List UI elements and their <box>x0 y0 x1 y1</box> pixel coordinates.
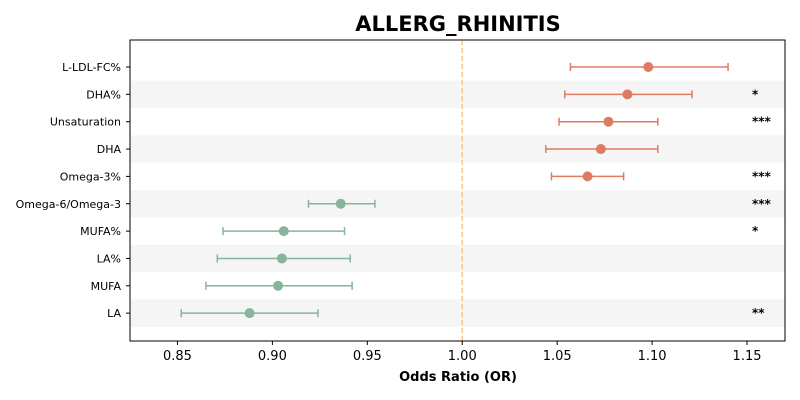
x-tick-label: 0.85 <box>163 349 192 364</box>
estimate-row: * <box>564 87 759 101</box>
plot-frame <box>129 39 786 342</box>
significance-label: * <box>752 87 759 101</box>
estimate-point <box>622 89 633 100</box>
estimate-row <box>569 62 729 72</box>
significance-label: ** <box>752 306 765 320</box>
estimate-row: *** <box>550 169 772 183</box>
estimate-row: *** <box>558 115 772 129</box>
estimate-point <box>335 198 346 209</box>
estimate-point <box>273 280 284 291</box>
x-tick-label: 1.00 <box>448 349 477 364</box>
y-tick-label: DHA% <box>86 88 121 101</box>
y-tick-label: Omega-3% <box>60 170 121 183</box>
estimate-point <box>643 62 654 72</box>
y-tick-label: MUFA% <box>80 225 121 238</box>
estimate-row <box>545 144 659 155</box>
row-band <box>130 190 785 218</box>
estimate-row <box>216 253 351 264</box>
estimate-point <box>582 171 593 182</box>
significance-label: *** <box>752 169 772 183</box>
x-axis-label: Odds Ratio (OR) <box>399 370 517 385</box>
estimate-point <box>278 226 289 237</box>
estimate-row <box>205 280 353 291</box>
significance-label: * <box>752 224 759 238</box>
estimate-point <box>603 116 614 127</box>
y-tick-label: MUFA <box>91 280 122 293</box>
y-tick-label: LA% <box>97 252 121 265</box>
estimate-row: ** <box>180 306 765 320</box>
x-tick-label: 0.90 <box>258 349 287 364</box>
row-band <box>130 135 785 163</box>
chart-title: ALLERG_RHINITIS <box>355 12 560 36</box>
y-tick-label: Unsaturation <box>50 116 121 129</box>
y-tick-label: Omega-6/Omega-3 <box>16 198 121 211</box>
x-axis-ticks: 0.85 0.90 0.95 1.00 1.05 1.10 1.15 <box>163 341 762 364</box>
x-tick-label: 1.05 <box>543 349 572 364</box>
y-tick-labels: L-LDL-FC% DHA% Unsaturation DHA Omega-3% Omeg… <box>16 61 130 320</box>
y-tick-label: LA <box>107 307 121 320</box>
estimate-point <box>595 144 606 155</box>
estimate-point <box>276 253 287 264</box>
x-tick-label: 0.95 <box>353 349 382 364</box>
y-tick-label: L-LDL-FC% <box>62 61 121 74</box>
y-tick-label: DHA <box>97 143 122 156</box>
significance-label: *** <box>752 115 772 129</box>
row-bands <box>130 80 785 327</box>
significance-label: *** <box>752 197 772 211</box>
x-tick-label: 1.15 <box>733 349 762 364</box>
chart-marks: ************* <box>180 62 772 320</box>
estimate-point <box>244 308 255 319</box>
x-tick-label: 1.10 <box>638 349 667 364</box>
estimate-row: *** <box>307 197 772 211</box>
estimate-row: * <box>222 224 759 238</box>
